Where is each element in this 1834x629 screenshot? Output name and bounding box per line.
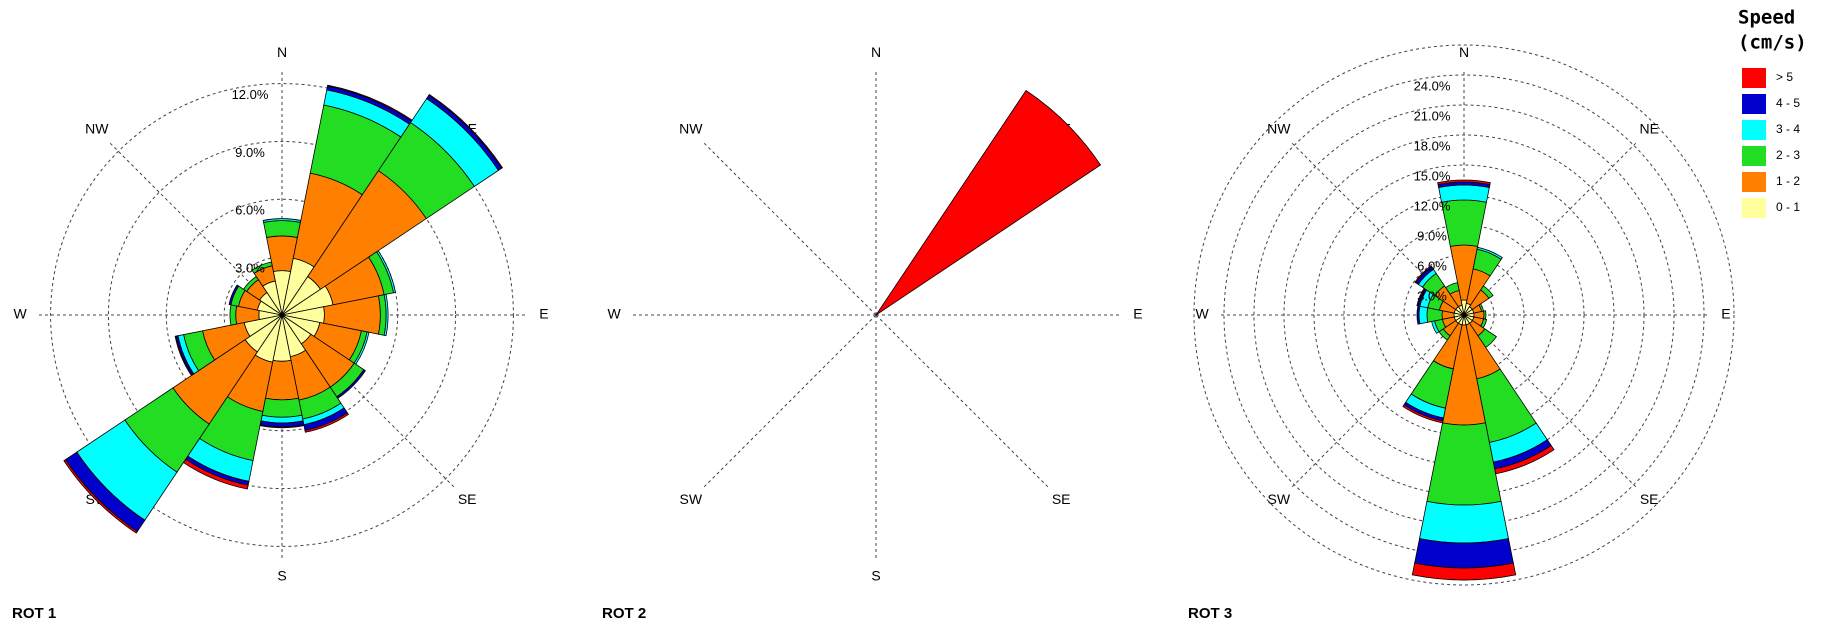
- wedge: [1411, 562, 1517, 581]
- wedge: [228, 284, 240, 306]
- wedge: [1414, 265, 1433, 284]
- r-tick-label: 24.0%: [1414, 78, 1451, 93]
- r-tick-label: 12.0%: [232, 87, 269, 102]
- grid-ring: [107, 140, 457, 490]
- legend-label: > 5: [1776, 70, 1793, 84]
- spoke: [703, 314, 877, 488]
- r-tick-label: 12.0%: [1414, 198, 1451, 213]
- chart-title: ROT 1: [12, 605, 56, 622]
- r-tick-label: 6.0%: [1417, 258, 1447, 273]
- legend-label: 4 - 5: [1776, 96, 1800, 110]
- legend-swatch: [1742, 120, 1766, 140]
- r-tick-label: 18.0%: [1414, 138, 1451, 153]
- spoke: [1291, 142, 1465, 316]
- wedge: [1445, 282, 1460, 295]
- wedge: [1480, 285, 1494, 299]
- direction-label: SW: [1268, 491, 1291, 507]
- legend-swatch: [1742, 198, 1766, 218]
- r-tick-label: 21.0%: [1414, 108, 1451, 123]
- grid-ring: [50, 83, 514, 547]
- spoke: [281, 314, 455, 488]
- r-tick-label: 15.0%: [1414, 168, 1451, 183]
- wedge: [376, 250, 396, 294]
- direction-label: N: [277, 44, 287, 60]
- direction-label: NE: [1639, 121, 1658, 137]
- wedge: [263, 220, 301, 238]
- spoke: [1291, 314, 1465, 488]
- wedge: [428, 93, 504, 169]
- wedge: [1402, 404, 1444, 424]
- legend-label: 2 - 3: [1776, 148, 1800, 162]
- legend-title: Speed: [1738, 7, 1795, 29]
- direction-label: W: [1195, 306, 1209, 322]
- wedge: [1476, 246, 1503, 260]
- r-tick-label: 3.0%: [1417, 288, 1447, 303]
- wedge: [63, 459, 138, 534]
- direction-label: SE: [458, 491, 477, 507]
- direction-label: E: [1721, 306, 1730, 322]
- direction-label: S: [277, 568, 286, 584]
- legend-label: 0 - 1: [1776, 200, 1800, 214]
- legend-title: (cm/s): [1738, 32, 1807, 54]
- direction-label: NW: [85, 121, 109, 137]
- direction-label: SE: [1052, 491, 1071, 507]
- legend-label: 3 - 4: [1776, 122, 1800, 136]
- wedge: [1437, 179, 1491, 186]
- spoke: [875, 314, 1049, 488]
- spoke: [703, 142, 877, 316]
- direction-label: SE: [1640, 491, 1659, 507]
- wedge: [261, 397, 303, 418]
- wedge: [229, 304, 238, 326]
- direction-label: E: [539, 306, 548, 322]
- wedge: [1414, 538, 1514, 569]
- legend-label: 1 - 2: [1776, 174, 1800, 188]
- r-tick-label: 9.0%: [235, 145, 265, 160]
- wedge: [251, 261, 273, 274]
- wedge: [875, 89, 1102, 316]
- frame-ring: [1193, 44, 1735, 586]
- direction-label: NW: [679, 121, 703, 137]
- direction-label: W: [607, 306, 621, 322]
- direction-label: N: [1459, 44, 1469, 60]
- wedge: [304, 412, 349, 433]
- direction-label: SW: [680, 491, 703, 507]
- direction-label: NW: [1267, 121, 1291, 137]
- wedge: [1419, 500, 1509, 544]
- wedge: [383, 293, 389, 337]
- direction-label: W: [13, 306, 27, 322]
- spoke: [109, 142, 283, 316]
- legend-swatch: [1742, 68, 1766, 88]
- chart-title: ROT 2: [602, 605, 646, 622]
- direction-label: S: [871, 568, 880, 584]
- chart-title: ROT 3: [1188, 605, 1232, 622]
- spoke: [1463, 314, 1637, 488]
- r-tick-label: 9.0%: [1417, 228, 1447, 243]
- legend-swatch: [1742, 94, 1766, 114]
- direction-label: N: [871, 44, 881, 60]
- direction-label: E: [1133, 306, 1142, 322]
- wedge: [1418, 305, 1429, 325]
- legend-swatch: [1742, 146, 1766, 166]
- legend-swatch: [1742, 172, 1766, 192]
- wedge: [174, 335, 193, 377]
- r-tick-label: 6.0%: [235, 203, 265, 218]
- r-tick-label: 3.0%: [235, 261, 265, 276]
- wedge: [1483, 310, 1487, 320]
- spoke: [1463, 142, 1637, 316]
